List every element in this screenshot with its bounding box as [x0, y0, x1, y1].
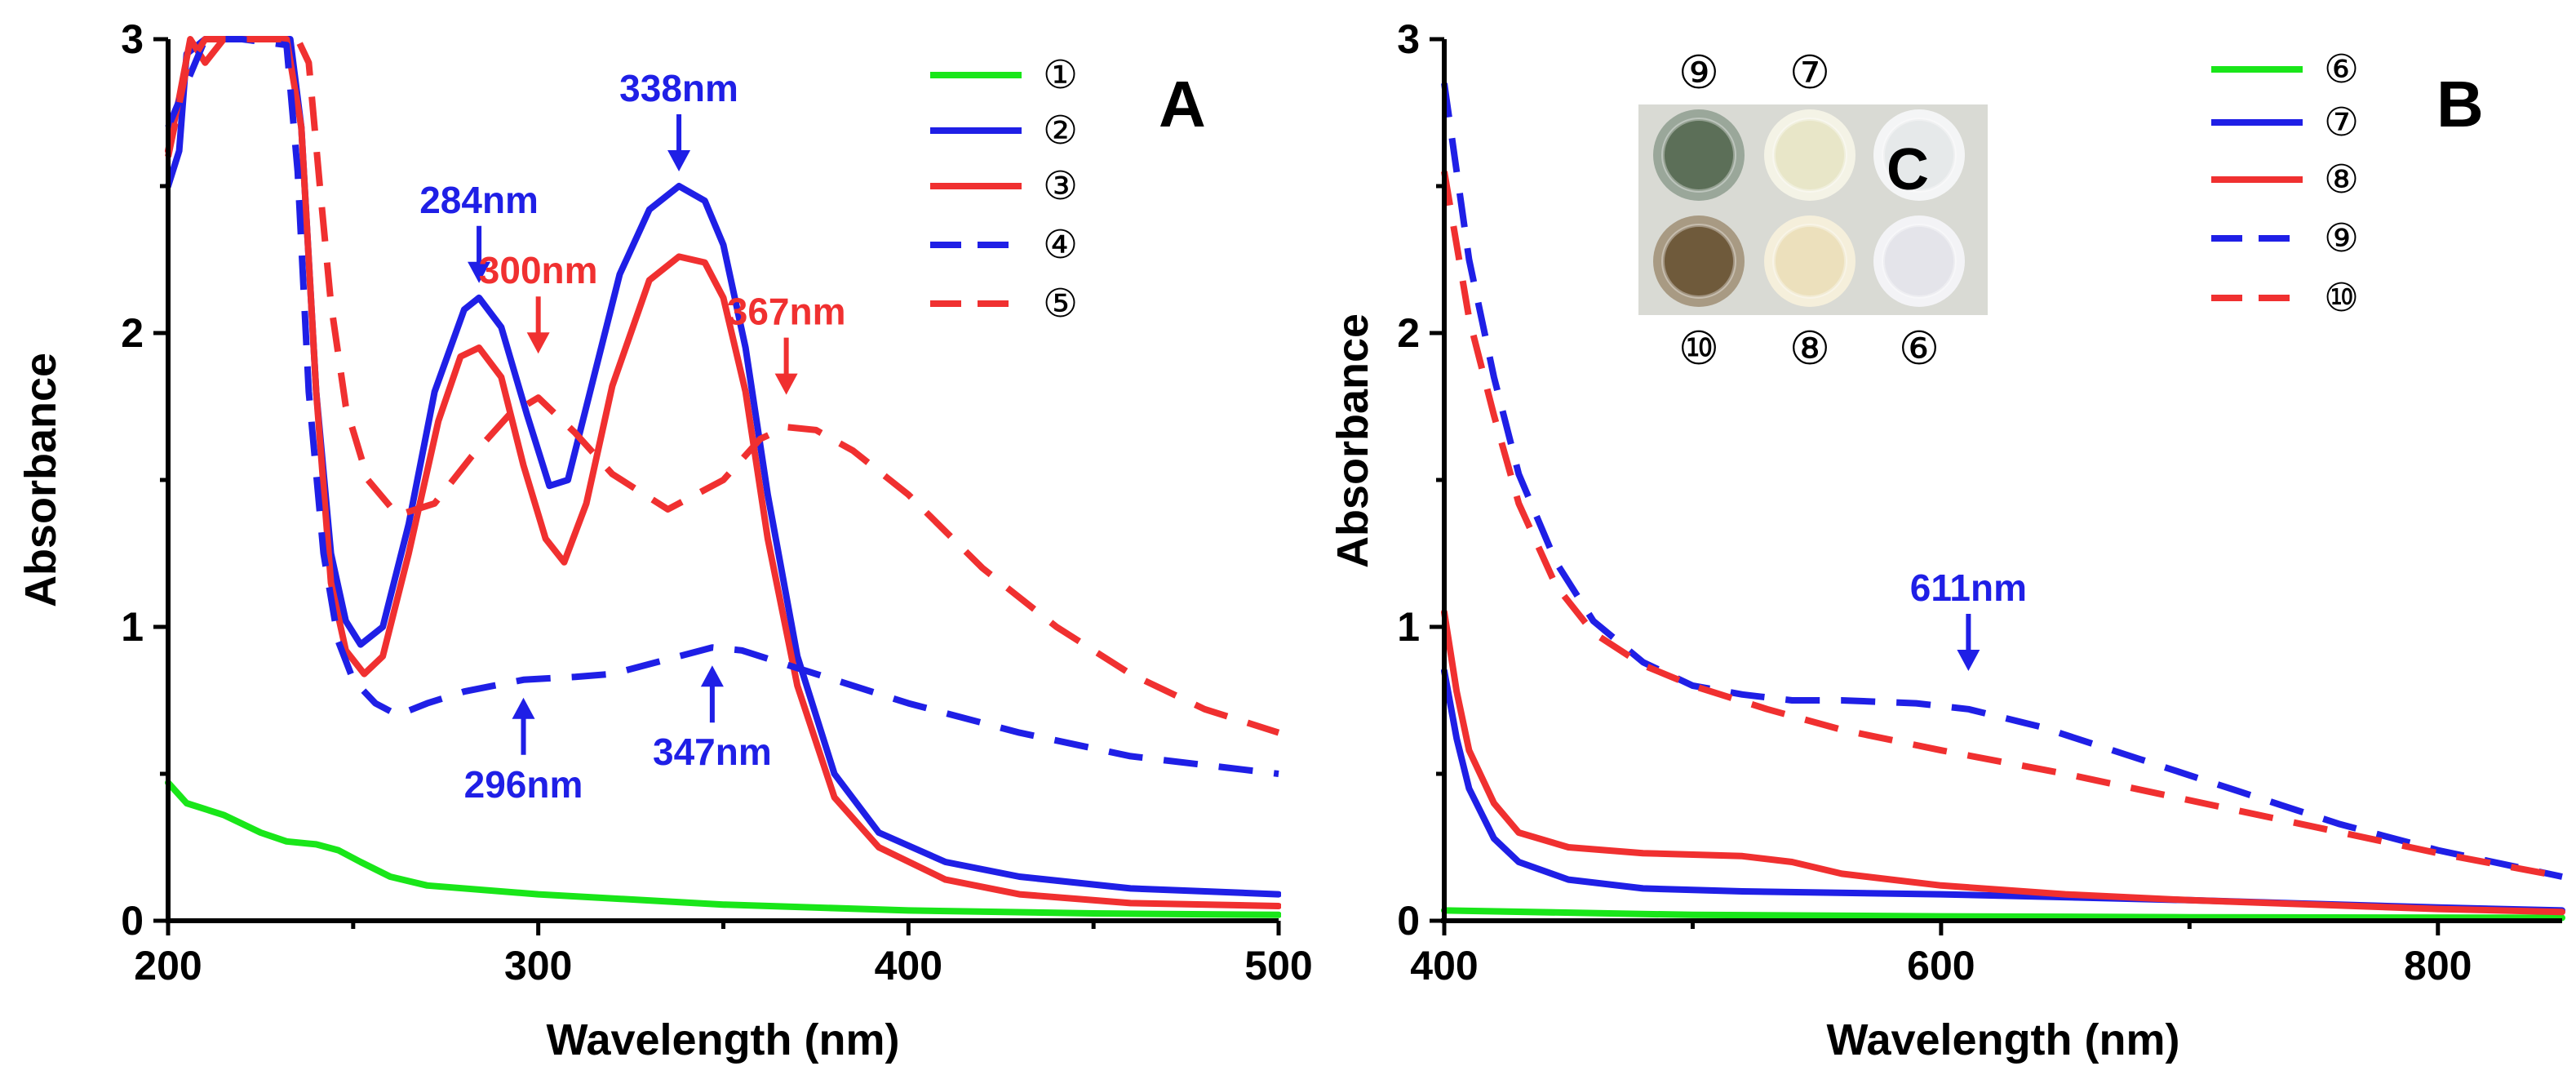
x-tick-label: 300 — [504, 943, 572, 988]
panel-a-x-title: Wavelength (nm) — [546, 1015, 899, 1064]
legend-b-label-2: ⑦ — [2324, 101, 2359, 144]
annotation-label: 347nm — [653, 731, 772, 773]
annotation-611nm: 611nm — [1910, 566, 2027, 671]
annotation-296nm: 296nm — [464, 697, 583, 806]
panel-a-series-3 — [165, 36, 1281, 909]
legend-b-label-5: ⑩ — [2324, 277, 2359, 320]
annotation-label: 284nm — [419, 179, 539, 221]
annotation-338nm: 338nm — [619, 67, 738, 171]
panel-b-label: B — [2436, 68, 2484, 140]
legend-b-label-4: ⑨ — [2324, 217, 2359, 260]
panel-b-series-3 — [1441, 609, 2565, 916]
panel-a-label: A — [1159, 68, 1206, 140]
y-tick-label: 2 — [1397, 310, 1420, 356]
inset-well-3 — [1873, 109, 1965, 201]
panel-a: 284nm 338nm 300nm 367nm 296nm 347nm 200 300 400… — [16, 16, 1313, 1064]
legend-a-label-4: ④ — [1043, 224, 1078, 267]
inset-c-top-label-2: ⑦ — [1789, 47, 1830, 98]
annotation-284nm: 284nm — [419, 179, 539, 283]
inset-c-photo: C ⑨ ⑦ ⑩ ⑧ ⑥ — [1638, 47, 1988, 374]
legend-b-label-3: ⑧ — [2324, 158, 2359, 202]
annotation-300nm: 300nm — [479, 249, 598, 354]
inset-c-bottom-label-2: ⑧ — [1789, 322, 1830, 374]
panel-b-y-title: Absorbance — [1328, 313, 1377, 568]
x-tick-label: 500 — [1244, 943, 1312, 988]
panel-a-series — [165, 36, 1281, 918]
panel-b-x-title: Wavelength (nm) — [1826, 1015, 2179, 1064]
annotation-367nm: 367nm — [727, 291, 846, 395]
inset-c-bottom-label-3: ⑥ — [1899, 322, 1940, 374]
panel-a-ticks: 200 300 400 500 0 1 2 3 — [121, 16, 1313, 988]
annotation-label: 300nm — [479, 249, 598, 291]
legend-a-label-3: ③ — [1043, 165, 1078, 208]
inset-well-5 — [1764, 215, 1856, 307]
panel-b-series-4 — [1441, 82, 2563, 880]
x-tick-label: 200 — [134, 943, 202, 988]
inset-well-6 — [1873, 215, 1965, 307]
y-tick-label: 2 — [121, 310, 144, 356]
panel-a-legend: ① ② ③ ④ ⑤ — [930, 54, 1078, 326]
annotation-label: 367nm — [727, 291, 846, 333]
y-tick-label: 1 — [121, 604, 144, 650]
panel-a-series-1 — [165, 779, 1281, 918]
inset-c-top-label-1: ⑨ — [1678, 47, 1719, 98]
panel-b: 611nm 400 600 800 0 1 2 3 B Wavelength (nm) Ab… — [1328, 16, 2565, 1064]
inset-c-bottom-label-1: ⑩ — [1678, 322, 1719, 374]
inset-well-1 — [1653, 109, 1745, 201]
inset-c-label: C — [1887, 137, 1929, 202]
panel-a-annotations: 284nm 338nm 300nm 367nm 296nm 347nm — [419, 67, 845, 806]
legend-a-label-2: ② — [1043, 109, 1078, 153]
annotation-label: 296nm — [464, 763, 583, 806]
panel-a-series-5 — [165, 36, 1280, 736]
y-tick-label: 3 — [1397, 16, 1420, 62]
panel-b-series — [1441, 82, 2565, 922]
x-tick-label: 400 — [1410, 943, 1478, 988]
x-tick-label: 600 — [1907, 943, 1975, 988]
annotation-label: 338nm — [619, 67, 738, 109]
legend-a-label-5: ⑤ — [1043, 282, 1078, 326]
legend-b-label-1: ⑥ — [2324, 48, 2359, 91]
annotation-347nm: 347nm — [653, 665, 772, 773]
y-tick-label: 1 — [1397, 604, 1420, 650]
panel-b-series-1 — [1441, 907, 2565, 922]
inset-well-2 — [1764, 109, 1856, 201]
x-tick-label: 400 — [875, 943, 942, 988]
annotation-label: 611nm — [1910, 566, 2027, 609]
panel-b-ticks: 400 600 800 0 1 2 3 — [1397, 16, 2472, 988]
panel-a-series-4 — [165, 36, 1279, 777]
inset-well-4 — [1653, 215, 1745, 307]
panel-b-legend: ⑥ ⑦ ⑧ ⑨ ⑩ — [2211, 48, 2359, 320]
panel-b-annotations: 611nm — [1910, 566, 2027, 671]
x-tick-label: 800 — [2404, 943, 2472, 988]
legend-a-label-1: ① — [1043, 54, 1078, 97]
y-tick-label: 0 — [1397, 898, 1420, 944]
inset-c-wells — [1653, 109, 1965, 307]
y-tick-label: 3 — [121, 16, 144, 62]
y-tick-label: 0 — [121, 898, 144, 944]
panel-a-y-title: Absorbance — [16, 353, 65, 607]
